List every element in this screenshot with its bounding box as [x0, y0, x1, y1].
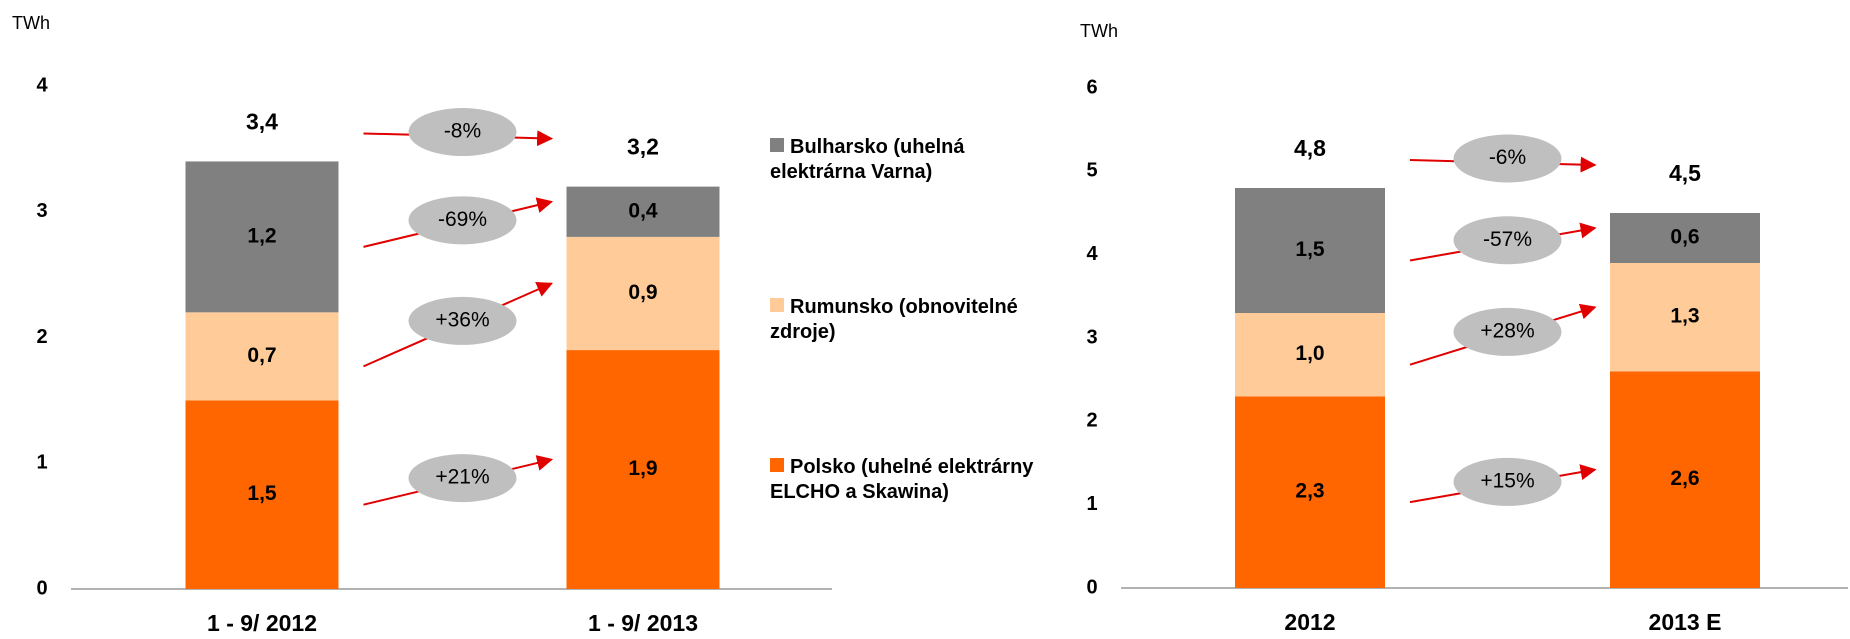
change-bubble [408, 108, 517, 157]
change-label: -6% [1489, 146, 1526, 169]
change-label: +36% [435, 308, 489, 331]
change-bubble [1453, 457, 1562, 506]
data-label: 1,9 [628, 457, 657, 480]
change-label: +28% [1480, 319, 1534, 342]
data-label: 0,9 [628, 281, 657, 304]
y-tick-label: 0 [36, 577, 47, 599]
bar-segment [1610, 371, 1760, 588]
y-tick-label: 2 [1086, 410, 1097, 432]
data-label: 1,3 [1670, 305, 1699, 328]
change-label: -8% [444, 120, 481, 143]
data-label: 1,2 [247, 224, 276, 247]
bar-segment [1610, 263, 1760, 372]
x-tick-label: 1 - 9/ 2013 [588, 610, 698, 636]
y-tick-label: 4 [36, 74, 48, 96]
change-label: -69% [438, 208, 487, 231]
data-label: 1,5 [247, 482, 277, 505]
y-tick-label: 3 [1086, 326, 1097, 348]
y-tick-label: 6 [1086, 76, 1097, 98]
data-label: 0,4 [628, 199, 658, 222]
legend-swatch [770, 458, 784, 472]
x-tick-label: 2013 E [1649, 609, 1722, 635]
bar-segment [185, 161, 339, 313]
total-label: 4,8 [1294, 135, 1326, 161]
legend-label: Polsko (uhelné elektrárny ELCHO a Skawin… [770, 456, 1034, 503]
legend-label: Bulharsko (uhelná elektrárna Varna) [770, 136, 965, 183]
change-bubble [1453, 307, 1562, 356]
data-label: 1,0 [1295, 342, 1324, 365]
change-bubble [1453, 134, 1562, 183]
legend-item: Polsko (uhelné elektrárny ELCHO a Skawin… [770, 455, 1040, 505]
change-bubble [408, 296, 517, 345]
y-tick-label: 1 [36, 452, 47, 474]
y-tick-label: 1 [1086, 493, 1097, 515]
change-label: -57% [1483, 228, 1532, 251]
y-tick-label: 4 [1086, 243, 1098, 265]
legend-item: Rumunsko (obnovitelné zdroje) [770, 295, 1040, 345]
y-axis-label: TWh [12, 13, 50, 33]
bar-segment [566, 350, 720, 589]
data-label: 0,7 [247, 344, 276, 367]
data-label: 2,6 [1670, 467, 1699, 490]
bar-segment [185, 400, 339, 589]
total-label: 3,4 [246, 109, 278, 135]
bar-segment [1235, 396, 1385, 588]
bar-segment [1610, 213, 1760, 263]
bar-segment [566, 236, 720, 351]
change-label: +21% [435, 466, 489, 489]
bar-segment [185, 312, 339, 401]
y-tick-label: 2 [36, 326, 47, 348]
change-bubble [408, 454, 517, 503]
y-tick-label: 0 [1086, 576, 1097, 598]
bar-segment [1235, 313, 1385, 397]
legend-label: Rumunsko (obnovitelné zdroje) [770, 296, 1018, 343]
change-bubble [1453, 216, 1562, 265]
total-label: 4,5 [1669, 160, 1701, 186]
x-tick-label: 2012 [1284, 609, 1335, 635]
legend-swatch [770, 138, 784, 152]
change-label: +15% [1480, 469, 1534, 492]
y-axis-label: TWh [1080, 21, 1118, 41]
bar-segment [566, 186, 720, 237]
y-tick-label: 5 [1086, 160, 1097, 182]
data-label: 0,6 [1670, 226, 1699, 249]
legend-swatch [770, 298, 784, 312]
x-tick-label: 1 - 9/ 2012 [207, 610, 317, 636]
y-tick-label: 3 [36, 200, 47, 222]
data-label: 1,5 [1295, 238, 1325, 261]
total-label: 3,2 [627, 134, 659, 160]
change-bubble [408, 196, 517, 245]
bar-segment [1235, 188, 1385, 313]
data-label: 2,3 [1295, 480, 1324, 503]
legend-item: Bulharsko (uhelná elektrárna Varna) [770, 135, 1040, 185]
